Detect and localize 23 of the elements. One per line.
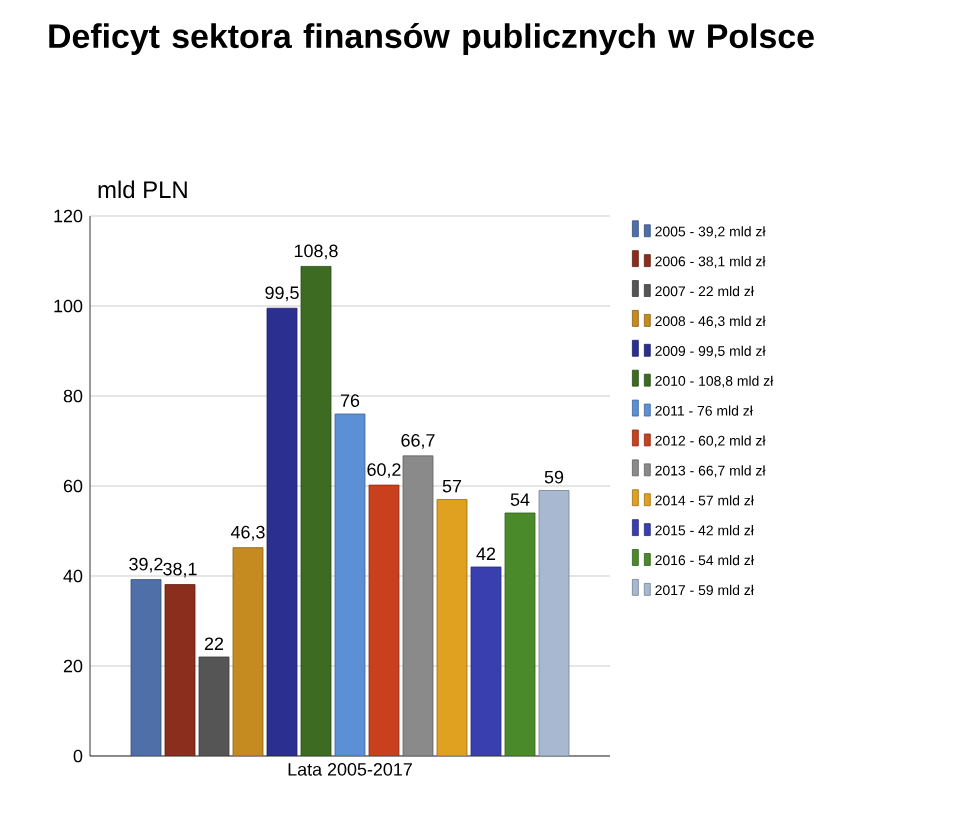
y-tick-label: 100 — [54, 299, 83, 313]
data-label: 66,7 — [401, 433, 435, 449]
chart-title: Deficyt sektora finansów publicznych w Polsce — [49, 23, 814, 55]
x-tick-label: Lata 2005-2017 — [288, 763, 412, 776]
data-label: 38,1 — [163, 562, 197, 578]
data-label: 99,5 — [265, 286, 299, 302]
y-tick-label: 0 — [73, 749, 83, 763]
y-tick-label: 80 — [63, 389, 83, 403]
data-label: 54 — [510, 493, 530, 506]
y-tick-label: 60 — [63, 479, 83, 493]
data-label: 22 — [204, 637, 224, 650]
data-label: 76 — [340, 394, 360, 407]
data-label: 108,8 — [294, 244, 338, 260]
y-tick-label: 120 — [54, 209, 83, 223]
data-label: 60,2 — [367, 463, 401, 479]
data-label: 42 — [476, 547, 496, 560]
data-label: 57 — [442, 479, 462, 493]
data-label: 59 — [544, 470, 564, 484]
data-label: 39,2 — [129, 557, 163, 573]
y-tick-label: 20 — [63, 659, 83, 673]
y-axis-title: mld PLN — [98, 180, 187, 199]
y-tick-label: 40 — [63, 569, 83, 583]
data-label: 46,3 — [230, 525, 265, 541]
